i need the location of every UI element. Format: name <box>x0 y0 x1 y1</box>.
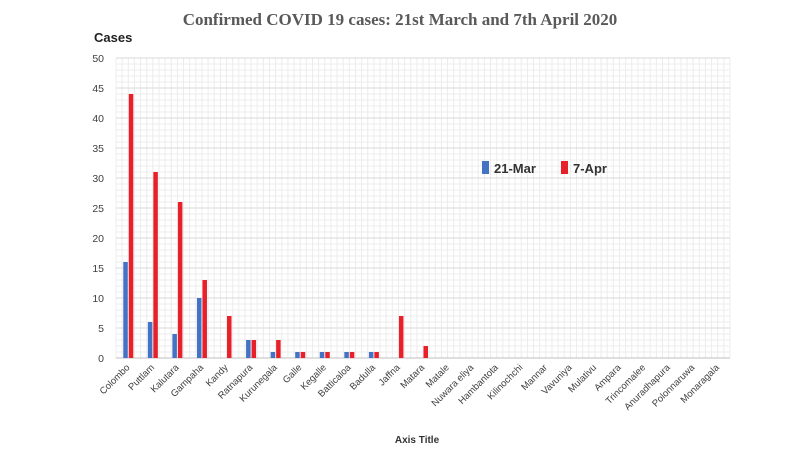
legend-swatch-21-mar <box>482 161 489 174</box>
legend-swatch-7-apr <box>561 161 568 174</box>
y-axis-ticks: 0 5 10 15 20 25 30 35 40 45 50 <box>92 53 104 365</box>
bar-21-mar-puttlam <box>147 322 153 358</box>
y-tick-label: 10 <box>92 293 104 305</box>
bar-7-apr-kalutara <box>177 202 183 358</box>
y-tick-label: 20 <box>92 233 104 245</box>
y-tick-label: 15 <box>92 263 104 275</box>
y-tick-label: 50 <box>92 53 104 65</box>
legend-label-21-mar: 21-Mar <box>494 161 536 176</box>
bar-7-apr-kegalle <box>325 352 330 358</box>
x-tick-label: Colombo <box>98 362 133 397</box>
y-tick-label: 30 <box>92 173 104 185</box>
bar-7-apr-galle <box>300 352 306 358</box>
legend-label-7-apr: 7-Apr <box>573 161 607 176</box>
bar-7-apr-jaffna <box>398 316 404 358</box>
y-tick-label: 5 <box>98 323 104 335</box>
bar-21-mar-ratnapura <box>246 340 251 358</box>
bar-21-mar-gampaha <box>196 298 202 358</box>
bar-7-apr-puttlam <box>153 172 158 358</box>
bar-7-apr-gampaha <box>202 280 207 358</box>
bar-7-apr-kurunegala <box>276 340 281 358</box>
y-axis-label: Cases <box>94 30 132 45</box>
bar-7-apr-colombo <box>128 94 134 358</box>
x-axis-ticks: ColomboPuttlamKalutaraGampahaKandyRatnap… <box>98 362 723 413</box>
bar-7-apr-batticaloa <box>349 352 355 358</box>
bar-7-apr-badulla <box>374 352 379 358</box>
bar-7-apr-matara <box>423 346 428 358</box>
y-tick-label: 45 <box>92 83 104 95</box>
x-axis-label: Axis Title <box>395 435 440 446</box>
legend: 21-Mar 7-Apr <box>482 161 607 176</box>
x-tick-label: Badulla <box>348 362 379 393</box>
y-tick-label: 25 <box>92 203 104 215</box>
bar-21-mar-colombo <box>123 262 128 358</box>
bar-21-mar-kalutara <box>172 334 177 358</box>
bar-7-apr-ratnapura <box>251 340 257 358</box>
x-tick-label: Matara <box>398 362 427 391</box>
y-tick-label: 40 <box>92 113 104 125</box>
bar-7-apr-kandy <box>227 316 232 358</box>
chart-title: Confirmed COVID 19 cases: 21st March and… <box>183 10 618 29</box>
y-tick-label: 35 <box>92 143 104 155</box>
bar-21-mar-kegalle <box>319 352 325 358</box>
y-tick-label: 0 <box>98 353 104 365</box>
bar-21-mar-galle <box>295 352 300 358</box>
bar-21-mar-kurunegala <box>270 352 276 358</box>
bar-21-mar-batticaloa <box>344 352 349 358</box>
grid <box>115 57 731 359</box>
bar-21-mar-badulla <box>368 352 374 358</box>
bars <box>123 94 428 358</box>
